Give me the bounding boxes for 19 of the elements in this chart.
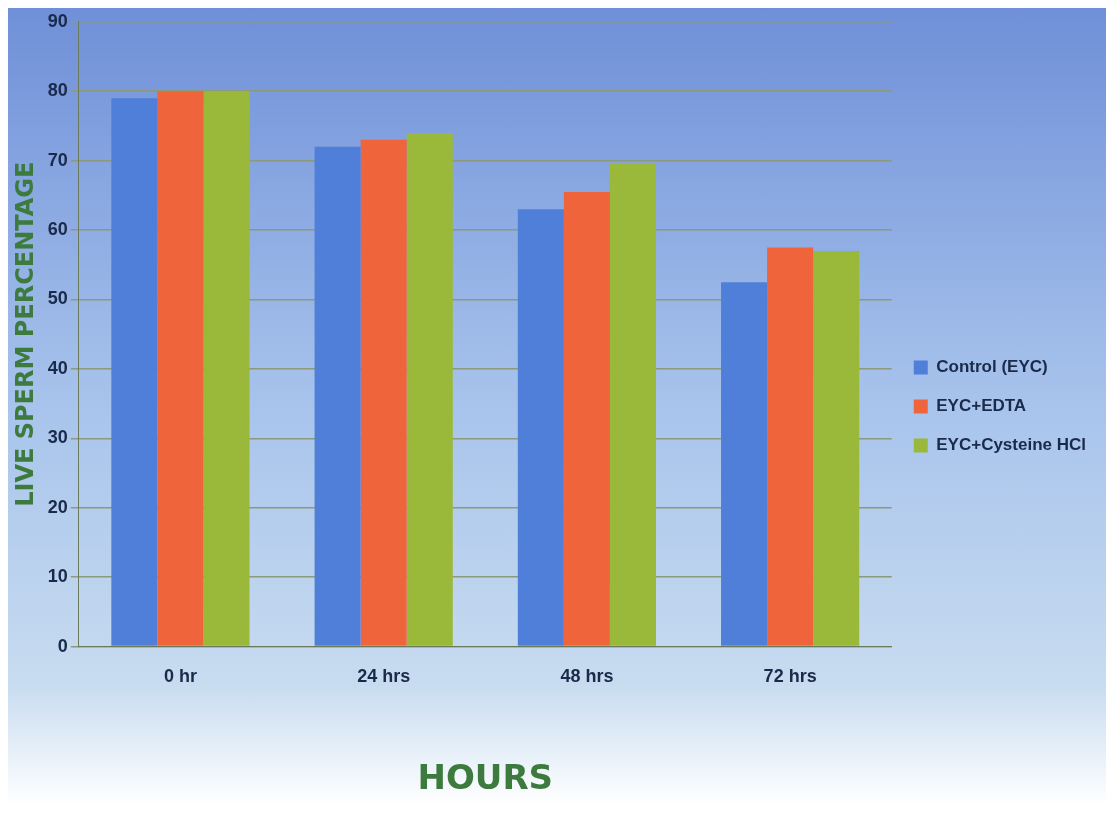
x-axis-title: HOURS xyxy=(417,757,554,798)
y-tick-label: 90 xyxy=(47,10,68,31)
x-tick-label: 24 hrs xyxy=(357,666,411,687)
y-tick-label: 40 xyxy=(47,357,68,378)
y-tick-label: 10 xyxy=(47,566,68,587)
legend-label: EYC+Cysteine HCl xyxy=(936,435,1086,455)
legend-label: Control (EYC) xyxy=(936,357,1048,377)
x-tick-label: 72 hrs xyxy=(763,666,817,687)
y-tick-label: 60 xyxy=(47,219,68,240)
y-tick-label: 30 xyxy=(47,427,68,448)
y-tick-label: 20 xyxy=(47,496,68,517)
x-tick-label: 0 hr xyxy=(163,666,197,687)
y-axis-title: LIVE SPERM PERCENTAGE xyxy=(10,161,39,507)
y-tick-label: 50 xyxy=(47,288,68,309)
legend-label: EYC+EDTA xyxy=(936,396,1027,416)
y-tick-label: 80 xyxy=(47,80,68,101)
y-tick-label: 70 xyxy=(47,149,68,170)
x-tick-label: 48 hrs xyxy=(560,666,614,687)
y-tick-label: 0 xyxy=(57,635,68,656)
